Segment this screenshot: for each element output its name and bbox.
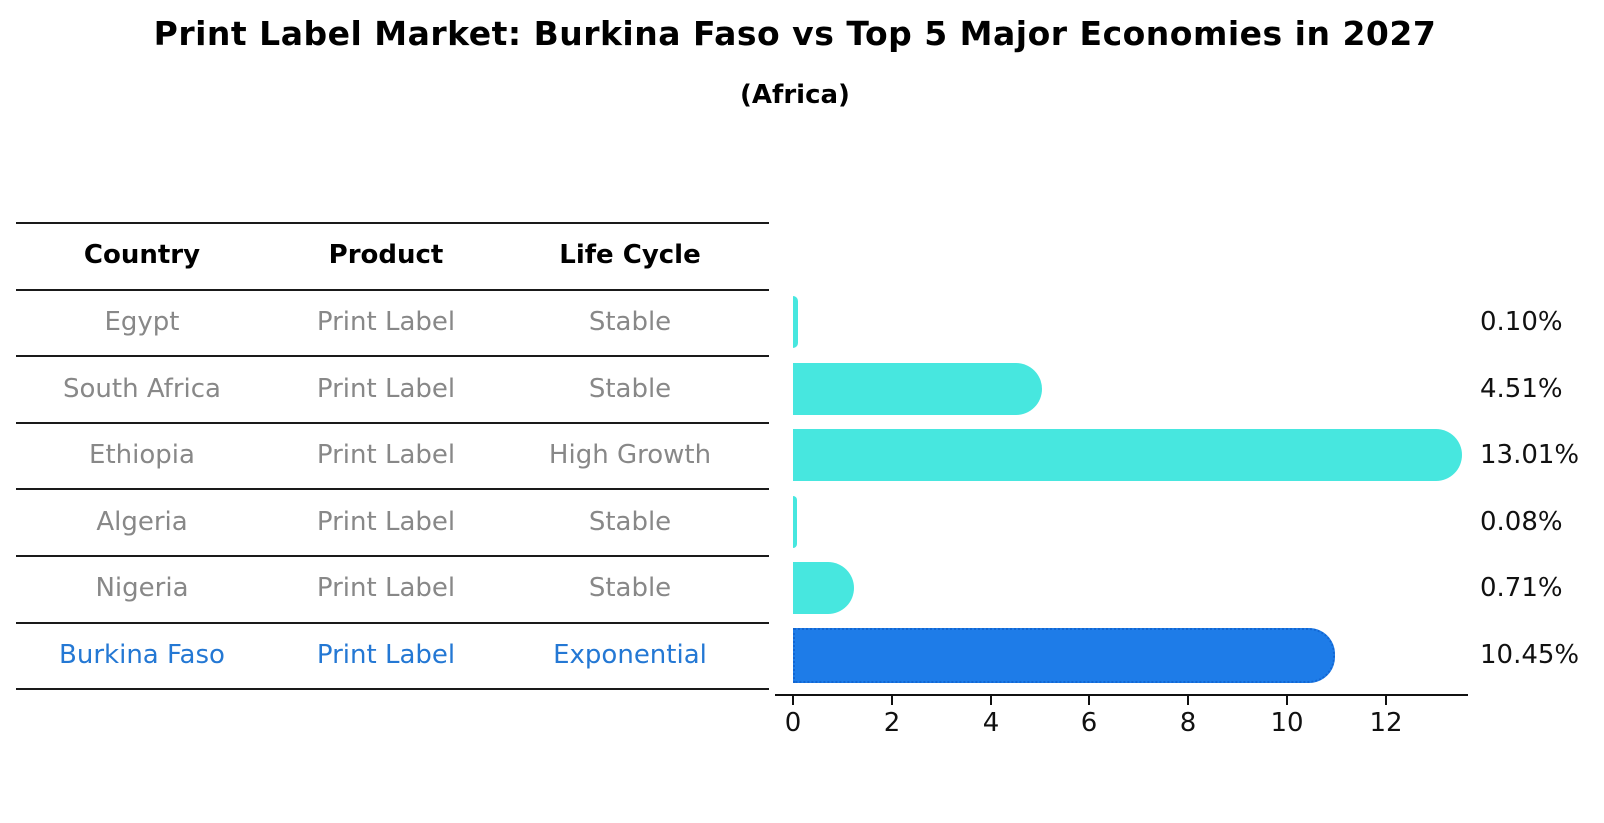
x-axis-tick-label: 6 [1080, 708, 1098, 738]
bar [793, 496, 797, 548]
table-row-divider [16, 622, 769, 624]
table-header-life-cycle: Life Cycle [559, 240, 701, 270]
table-cell-life_cycle: Stable [588, 573, 672, 603]
table-row-divider [16, 688, 769, 690]
x-axis-tick [792, 696, 794, 705]
x-axis-tick-label: 8 [1179, 708, 1197, 738]
chart-subtitle: (Africa) [740, 80, 850, 110]
bar [793, 562, 854, 614]
table-row-divider [16, 555, 769, 557]
bar [793, 296, 798, 348]
table-cell-product: Print Label [316, 440, 456, 470]
table-cell-life_cycle: Stable [588, 507, 672, 537]
table-cell-country: Egypt [104, 307, 180, 337]
table-cell-life_cycle: Stable [588, 374, 672, 404]
x-axis-tick [1187, 696, 1189, 705]
table-cell-country: Algeria [96, 507, 188, 537]
x-axis-tick [891, 696, 893, 705]
x-axis-tick-label: 0 [784, 708, 802, 738]
table-row-divider [16, 488, 769, 490]
table-row-divider [16, 422, 769, 424]
bar-value-label: 13.01% [1480, 440, 1580, 470]
x-axis-tick-label: 4 [982, 708, 1000, 738]
bar [793, 363, 1042, 415]
bar [793, 429, 1462, 481]
chart-title: Print Label Market: Burkina Faso vs Top … [153, 14, 1437, 53]
table-row-divider [16, 289, 769, 291]
table-cell-country: Burkina Faso [59, 640, 225, 670]
table-cell-country: Nigeria [95, 573, 189, 603]
x-axis-tick [1088, 696, 1090, 705]
x-axis-tick-label: 10 [1270, 708, 1304, 738]
table-cell-life_cycle: Exponential [553, 640, 707, 670]
x-axis-tick [1385, 696, 1387, 705]
bar-value-label: 4.51% [1480, 374, 1563, 404]
bar-value-label: 0.10% [1480, 307, 1563, 337]
x-axis-spine [775, 694, 1468, 696]
x-axis-tick [1286, 696, 1288, 705]
bar-highlighted [793, 627, 1335, 683]
table-header-country: Country [83, 240, 201, 270]
x-axis-tick-label: 2 [883, 708, 901, 738]
table-row-divider [16, 222, 769, 224]
table-cell-life_cycle: Stable [588, 307, 672, 337]
bar-value-label: 0.08% [1480, 507, 1563, 537]
bar-value-label: 0.71% [1480, 573, 1563, 603]
table-cell-product: Print Label [316, 374, 456, 404]
table-row-divider [16, 355, 769, 357]
table-cell-country: South Africa [63, 374, 221, 404]
table-cell-life_cycle: High Growth [548, 440, 712, 470]
table-header-product: Product [328, 240, 444, 270]
table-cell-product: Print Label [316, 507, 456, 537]
bar-value-label: 10.45% [1480, 640, 1580, 670]
x-axis-tick [990, 696, 992, 705]
table-cell-product: Print Label [316, 573, 456, 603]
table-cell-country: Ethiopia [89, 440, 195, 470]
table-cell-product: Print Label [316, 307, 456, 337]
x-axis-tick-label: 12 [1369, 708, 1403, 738]
table-cell-product: Print Label [316, 640, 456, 670]
